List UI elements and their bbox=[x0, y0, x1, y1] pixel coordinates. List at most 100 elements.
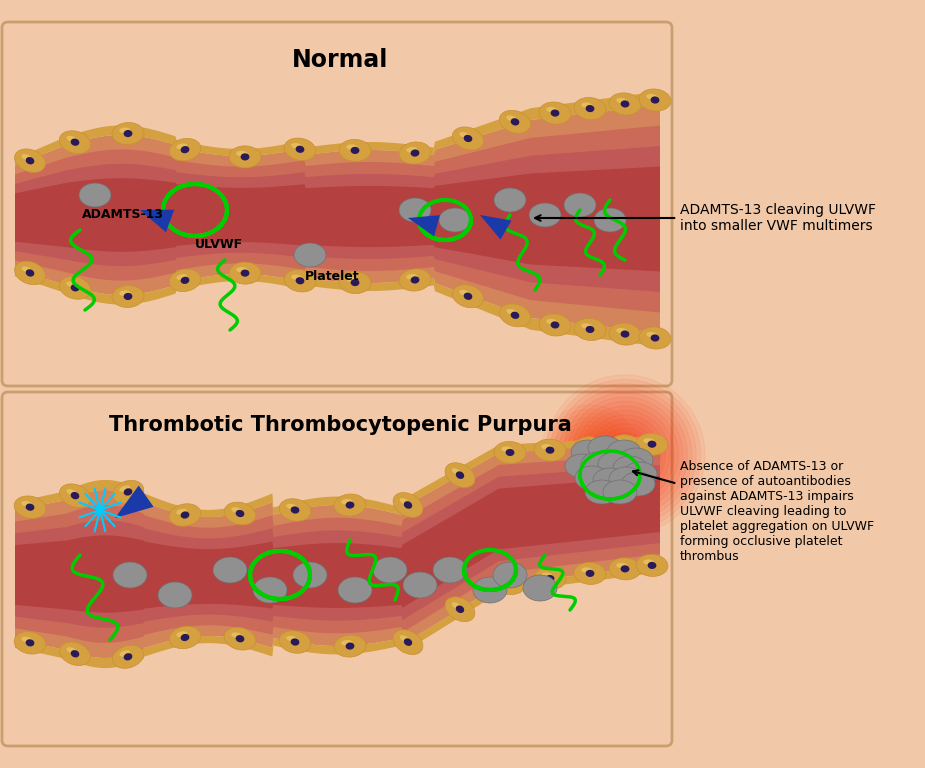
Ellipse shape bbox=[15, 149, 45, 173]
Circle shape bbox=[556, 422, 623, 488]
Ellipse shape bbox=[500, 111, 531, 134]
Polygon shape bbox=[15, 476, 660, 613]
Ellipse shape bbox=[339, 140, 371, 161]
Ellipse shape bbox=[616, 98, 627, 104]
Polygon shape bbox=[15, 270, 660, 346]
Circle shape bbox=[594, 423, 657, 486]
Ellipse shape bbox=[21, 637, 32, 643]
Ellipse shape bbox=[639, 327, 671, 349]
Ellipse shape bbox=[177, 274, 188, 280]
Ellipse shape bbox=[287, 636, 297, 641]
Ellipse shape bbox=[574, 319, 606, 340]
Ellipse shape bbox=[541, 444, 552, 449]
Ellipse shape bbox=[586, 570, 595, 577]
FancyBboxPatch shape bbox=[2, 392, 672, 746]
Ellipse shape bbox=[21, 266, 32, 273]
Ellipse shape bbox=[636, 433, 668, 455]
Ellipse shape bbox=[534, 439, 566, 461]
Ellipse shape bbox=[445, 597, 475, 621]
Circle shape bbox=[554, 384, 697, 526]
Ellipse shape bbox=[399, 198, 431, 222]
Ellipse shape bbox=[338, 577, 372, 603]
Ellipse shape bbox=[351, 147, 360, 154]
Ellipse shape bbox=[59, 131, 91, 154]
Ellipse shape bbox=[399, 142, 431, 164]
Ellipse shape bbox=[229, 146, 261, 168]
Ellipse shape bbox=[586, 444, 595, 452]
Circle shape bbox=[558, 389, 692, 521]
Ellipse shape bbox=[59, 276, 91, 300]
Ellipse shape bbox=[534, 568, 566, 590]
Ellipse shape bbox=[574, 437, 606, 458]
Ellipse shape bbox=[229, 262, 261, 284]
Ellipse shape bbox=[293, 562, 327, 588]
Text: Thrombotic Thrombocytopenic Purpura: Thrombotic Thrombocytopenic Purpura bbox=[108, 415, 572, 435]
Ellipse shape bbox=[511, 312, 519, 319]
Ellipse shape bbox=[506, 115, 517, 121]
Ellipse shape bbox=[494, 442, 526, 464]
Ellipse shape bbox=[613, 456, 647, 480]
Ellipse shape bbox=[112, 123, 144, 144]
Ellipse shape bbox=[529, 203, 561, 227]
Ellipse shape bbox=[124, 293, 132, 300]
Ellipse shape bbox=[647, 332, 658, 337]
Ellipse shape bbox=[621, 565, 629, 572]
Circle shape bbox=[577, 442, 603, 468]
Ellipse shape bbox=[296, 277, 304, 284]
Ellipse shape bbox=[180, 276, 190, 284]
Ellipse shape bbox=[346, 276, 357, 282]
Ellipse shape bbox=[506, 309, 517, 315]
Ellipse shape bbox=[493, 562, 527, 588]
Ellipse shape bbox=[501, 446, 512, 452]
Ellipse shape bbox=[14, 631, 46, 654]
Ellipse shape bbox=[236, 151, 247, 157]
Ellipse shape bbox=[373, 557, 407, 583]
Ellipse shape bbox=[393, 630, 423, 654]
Circle shape bbox=[572, 402, 679, 508]
Ellipse shape bbox=[406, 274, 417, 280]
Ellipse shape bbox=[291, 274, 302, 280]
Circle shape bbox=[585, 415, 665, 495]
Ellipse shape bbox=[616, 440, 627, 445]
Ellipse shape bbox=[636, 554, 668, 577]
Circle shape bbox=[544, 409, 635, 501]
Ellipse shape bbox=[334, 494, 366, 516]
Ellipse shape bbox=[452, 127, 484, 150]
Ellipse shape bbox=[550, 110, 560, 117]
Ellipse shape bbox=[279, 498, 311, 521]
Circle shape bbox=[562, 392, 687, 518]
Ellipse shape bbox=[169, 626, 201, 649]
Ellipse shape bbox=[411, 276, 419, 283]
Ellipse shape bbox=[598, 452, 632, 476]
Circle shape bbox=[607, 437, 643, 473]
Ellipse shape bbox=[403, 572, 437, 598]
Ellipse shape bbox=[59, 642, 91, 666]
Ellipse shape bbox=[523, 575, 557, 601]
Ellipse shape bbox=[648, 562, 657, 569]
Polygon shape bbox=[15, 91, 660, 165]
Ellipse shape bbox=[169, 269, 201, 292]
Ellipse shape bbox=[575, 466, 609, 490]
Ellipse shape bbox=[506, 580, 514, 588]
Ellipse shape bbox=[124, 130, 132, 137]
Ellipse shape bbox=[119, 127, 130, 133]
Ellipse shape bbox=[456, 605, 464, 613]
Ellipse shape bbox=[59, 484, 91, 508]
Ellipse shape bbox=[571, 440, 605, 464]
Text: Platelet: Platelet bbox=[305, 270, 360, 283]
Circle shape bbox=[567, 397, 683, 513]
Ellipse shape bbox=[294, 243, 326, 267]
Circle shape bbox=[549, 413, 632, 497]
Circle shape bbox=[620, 450, 630, 460]
Ellipse shape bbox=[399, 269, 431, 291]
Ellipse shape bbox=[21, 501, 32, 507]
Ellipse shape bbox=[643, 438, 654, 444]
Polygon shape bbox=[15, 454, 660, 643]
Polygon shape bbox=[15, 105, 660, 333]
Ellipse shape bbox=[240, 154, 250, 161]
Ellipse shape bbox=[67, 136, 78, 142]
Circle shape bbox=[611, 441, 639, 468]
Ellipse shape bbox=[585, 480, 619, 504]
Ellipse shape bbox=[541, 572, 552, 578]
Ellipse shape bbox=[169, 504, 201, 526]
